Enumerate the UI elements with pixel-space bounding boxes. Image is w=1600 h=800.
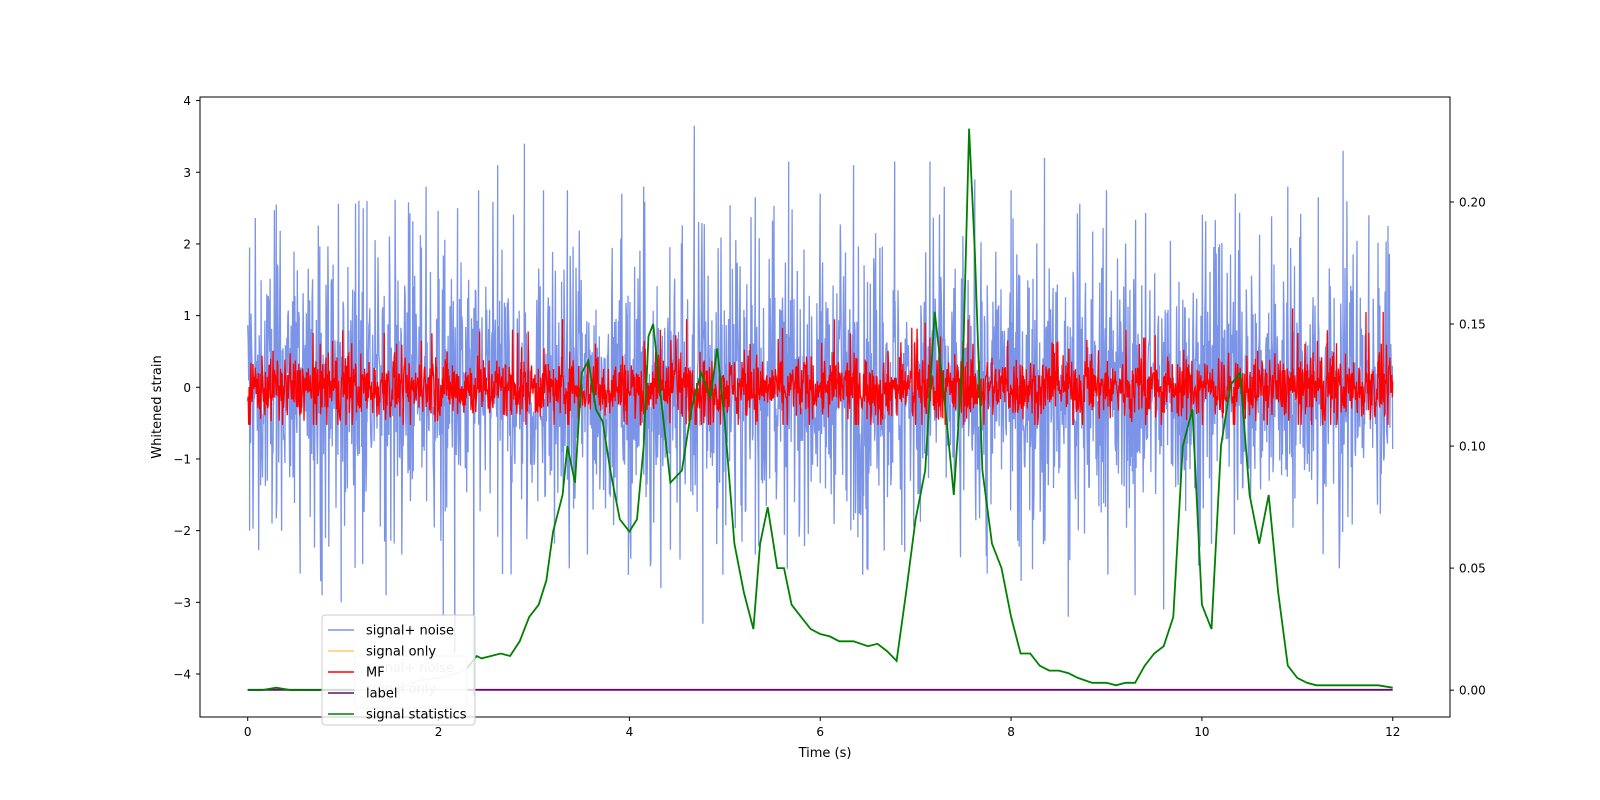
y-axis-right: 0.00 0.05 0.10 0.15 0.20 [1450,195,1486,698]
x-tick-label: 8 [1007,725,1015,739]
legend-label: MF [366,666,385,681]
y-tick-label: 1 [183,309,191,323]
y2-tick-label: 0.05 [1459,562,1486,576]
x-tick-label: 6 [816,725,824,739]
y-tick-label: −4 [173,667,191,681]
legend-label: label [366,687,397,702]
legend-label: signal only [366,645,436,660]
y-tick-label: 0 [183,381,191,395]
y-tick-label: −2 [173,524,191,538]
x-tick-label: 4 [626,725,634,739]
x-tick-label: 0 [244,725,252,739]
x-tick-label: 10 [1194,725,1209,739]
series-line-signal-noise [247,125,1394,696]
series-line-mf [247,308,1394,426]
legend-label: signal statistics [366,708,467,723]
legend-frame [321,614,476,726]
y2-tick-label: 0.10 [1459,440,1486,454]
x-tick-label: 12 [1385,725,1400,739]
legend-label: signal+ noise [366,624,454,639]
x-axis-label: Time (s) [798,746,852,761]
y-axis-label: Whitened strain [150,355,165,458]
series-line-signal-statistics [247,128,1393,691]
y2-tick-label: 0.00 [1459,684,1486,698]
plot-frame [199,96,1451,718]
y-tick-label: 4 [183,94,191,108]
x-tick-label: 2 [435,725,443,739]
y-tick-label: −3 [173,596,191,610]
y-tick-label: 2 [183,237,191,251]
x-axis: 0 2 4 6 8 10 12 [244,717,1400,739]
y-tick-label: −1 [173,452,191,466]
y-axis-left: 4 3 2 1 0 −1 −2 −3 −4 [173,94,200,681]
y2-tick-label: 0.15 [1459,318,1486,332]
y-tick-label: 3 [183,166,191,180]
y2-tick-label: 0.20 [1459,195,1486,209]
